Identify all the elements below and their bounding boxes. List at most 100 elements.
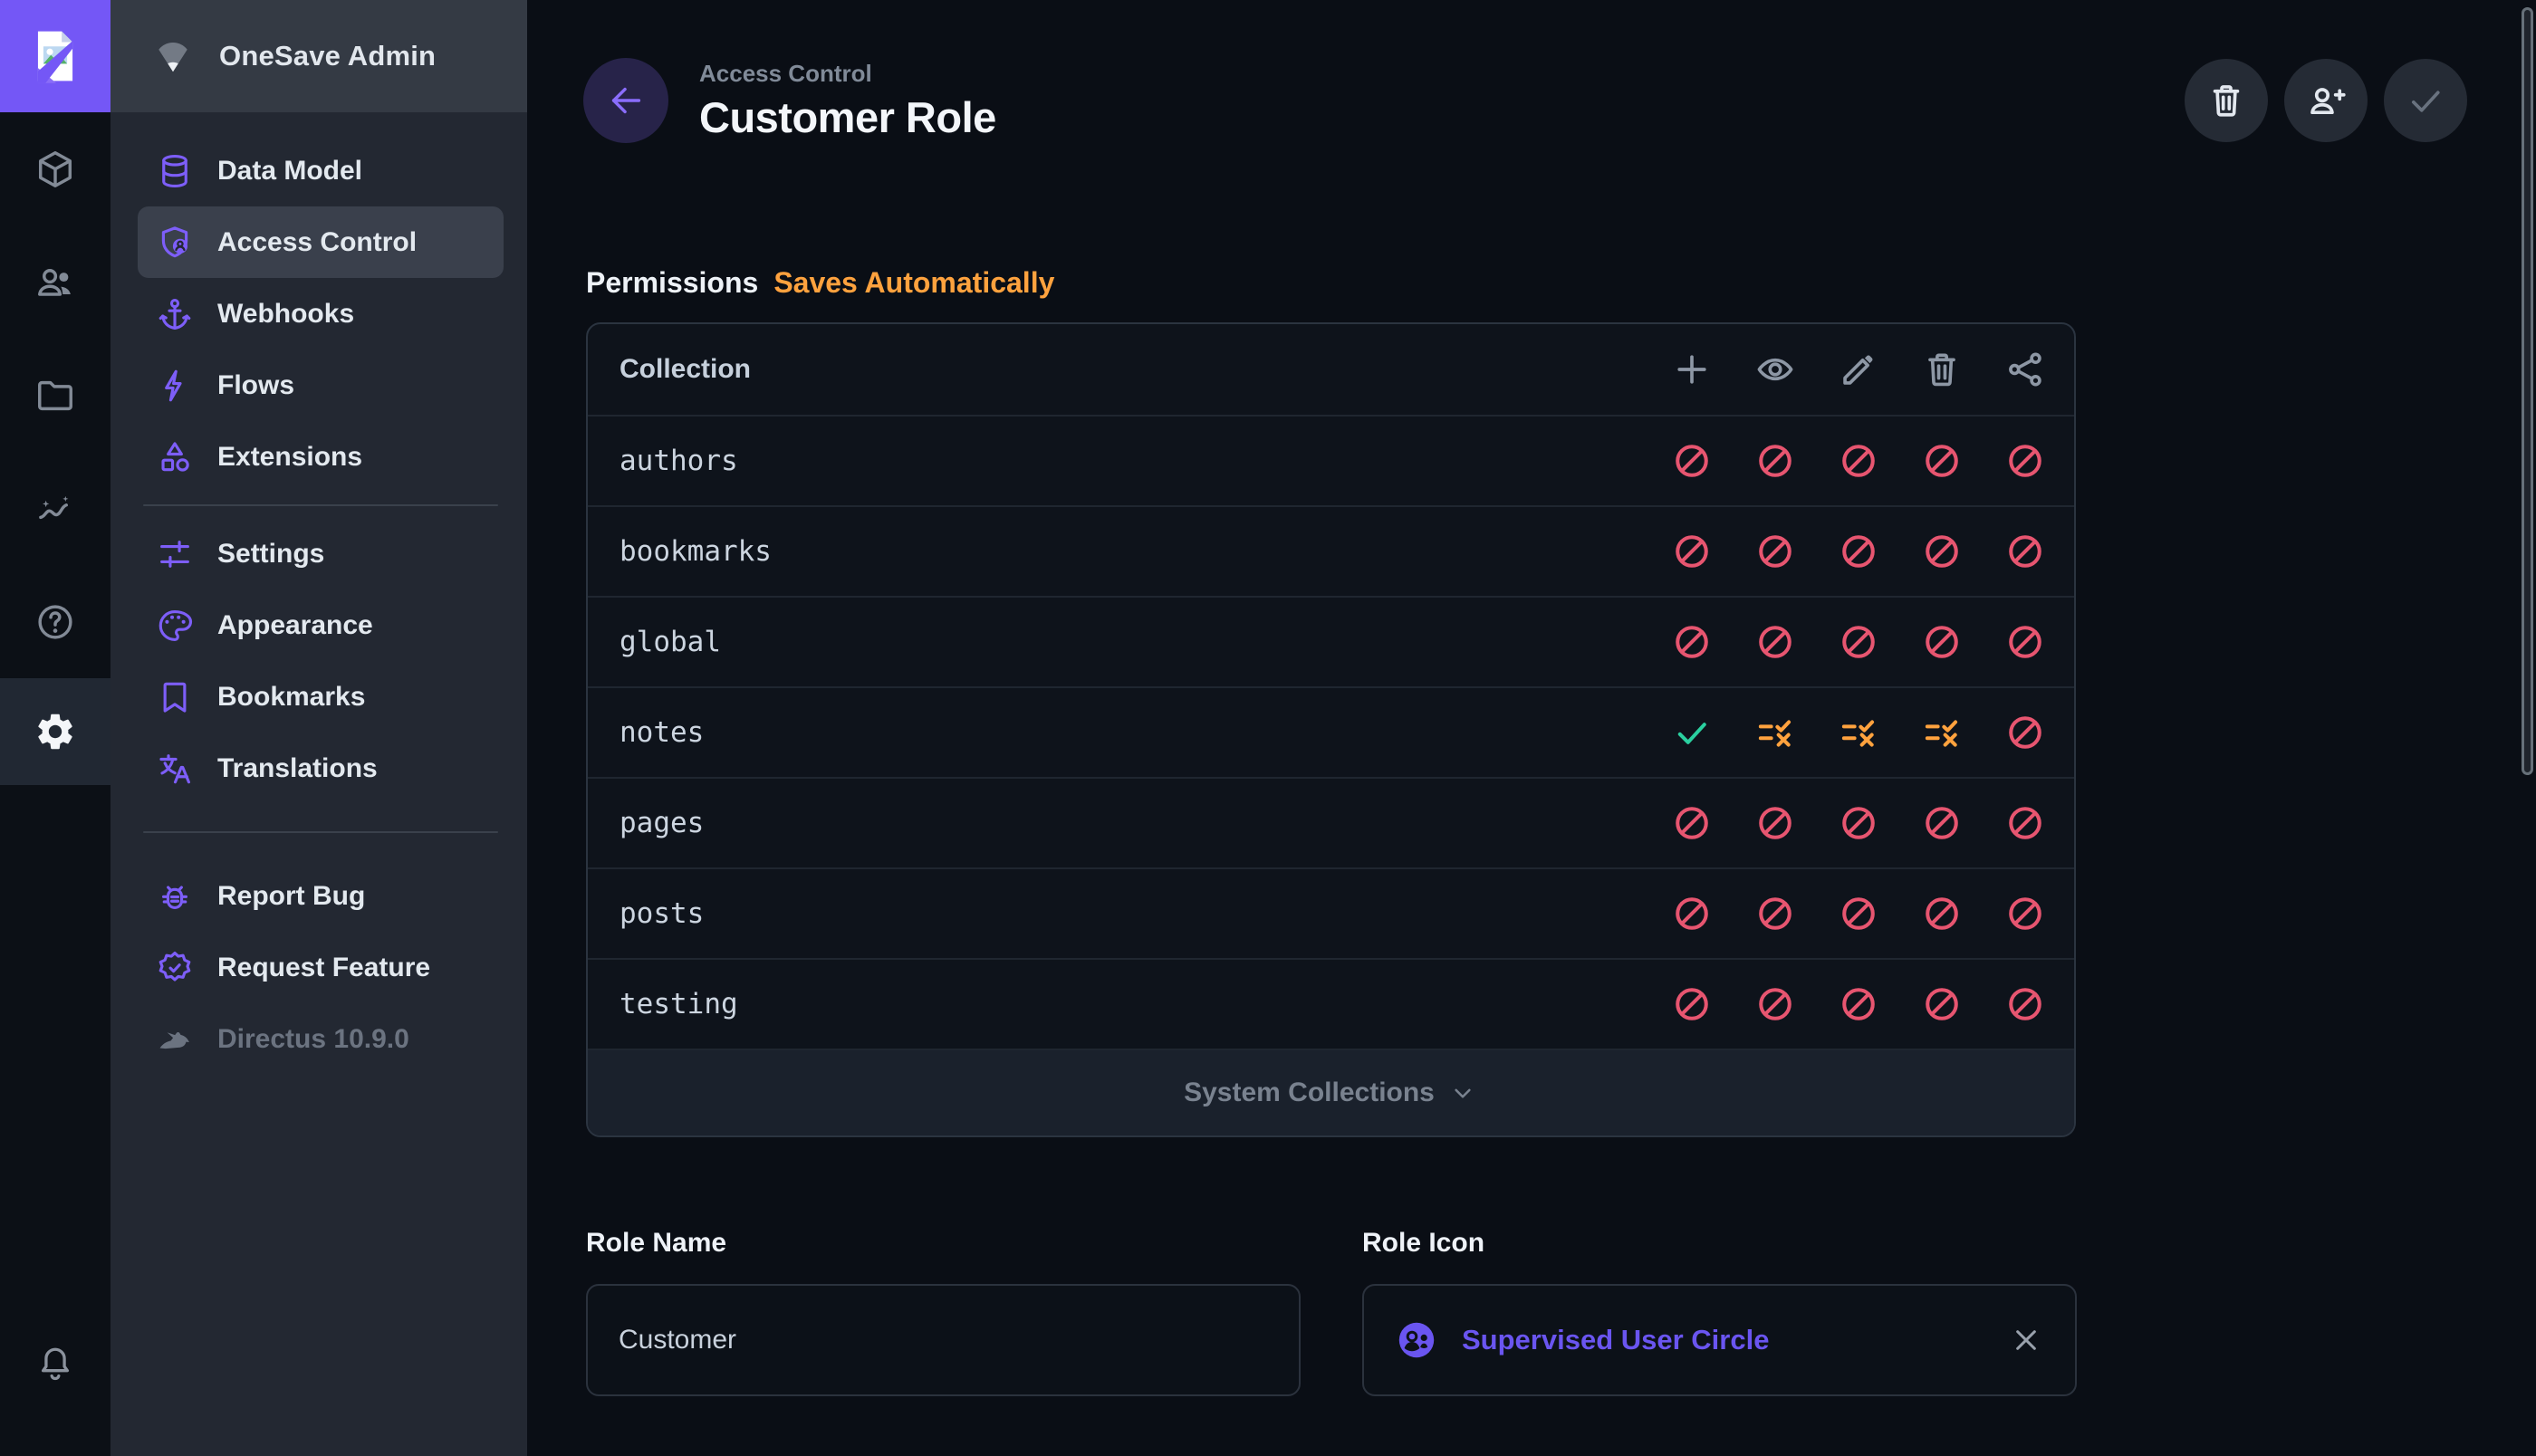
sidebar-item-appearance[interactable]: Appearance [138,589,504,661]
column-create-icon [1650,324,1734,415]
save-button[interactable] [2384,59,2467,142]
users-icon [34,262,76,303]
permission-update-none[interactable] [1817,597,1900,687]
system-collections-toggle[interactable]: System Collections [588,1049,2074,1135]
system-collections-label: System Collections [1184,1078,1435,1107]
notifications-button[interactable] [0,1318,110,1409]
sidebar-item-report-bug[interactable]: Report Bug [138,860,504,932]
permission-update-none[interactable] [1817,506,1900,597]
permission-delete-none[interactable] [1900,506,1984,597]
permission-read-none[interactable] [1734,868,1817,959]
gear-icon [34,710,77,753]
permission-create-none[interactable] [1650,778,1734,868]
permission-delete-custom[interactable] [1900,687,1984,778]
delete-role-button[interactable] [2185,59,2268,142]
project-header[interactable]: OneSave Admin [110,0,527,112]
clear-icon-button[interactable] [2008,1322,2044,1358]
module-settings-active[interactable] [0,678,110,785]
sidebar-item-label: Translations [217,752,378,783]
nav-divider [143,831,498,833]
box-icon [34,148,76,190]
table-row: pages [588,777,2074,867]
permission-delete-none[interactable] [1900,959,1984,1049]
permission-create-none[interactable] [1650,868,1734,959]
permission-read-none[interactable] [1734,416,1817,506]
table-row: bookmarks [588,505,2074,596]
module-docs-button[interactable] [0,565,110,678]
permission-share-none[interactable] [1984,506,2067,597]
collection-name: bookmarks [620,535,772,568]
role-name-label: Role Name [586,1228,727,1258]
permission-create-none[interactable] [1650,597,1734,687]
sidebar-item-bookmarks[interactable]: Bookmarks [138,661,504,733]
palette-icon [156,607,194,645]
sidebar-item-label: Bookmarks [217,681,366,712]
permissions-rows: authors bookmarks global notes pages posts tes… [588,415,2074,1049]
folder-icon [34,375,76,417]
role-icon-input[interactable]: Supervised User Circle [1362,1284,2077,1396]
permission-delete-none[interactable] [1900,778,1984,868]
module-list [0,112,110,678]
sidebar-item-data-model[interactable]: Data Model [138,135,504,206]
permission-update-none[interactable] [1817,959,1900,1049]
shapes-icon [156,438,194,476]
permission-share-none[interactable] [1984,868,2067,959]
tune-icon [156,535,194,573]
permission-share-none[interactable] [1984,416,2067,506]
permission-create-none[interactable] [1650,506,1734,597]
permission-share-none[interactable] [1984,687,2067,778]
permission-read-none[interactable] [1734,959,1817,1049]
sidebar-item-flows[interactable]: Flows [138,350,504,421]
breadcrumb[interactable]: Access Control [699,59,872,87]
permission-read-none[interactable] [1734,506,1817,597]
permission-update-none[interactable] [1817,416,1900,506]
table-row: global [588,596,2074,686]
sidebar-item-access-control[interactable]: Access Control [138,206,504,278]
invite-user-button[interactable] [2284,59,2368,142]
sidebar-item-label: Webhooks [217,298,355,329]
permission-share-none[interactable] [1984,778,2067,868]
translate-icon [156,750,194,788]
permission-read-custom[interactable] [1734,687,1817,778]
permission-update-none[interactable] [1817,868,1900,959]
scrollbar-thumb[interactable] [2522,7,2533,775]
sidebar-item-webhooks[interactable]: Webhooks [138,278,504,350]
permission-delete-none[interactable] [1900,868,1984,959]
main-content: Access Control Customer Role Permissions… [527,0,2536,1456]
back-button[interactable] [583,58,668,143]
sidebar-item-translations[interactable]: Translations [138,733,504,804]
sidebar-item-label: Directus 10.9.0 [217,1023,409,1054]
role-icon-label: Role Icon [1362,1228,1485,1258]
permission-cells [1650,506,2074,597]
permission-update-custom[interactable] [1817,687,1900,778]
project-logo[interactable] [0,0,110,112]
permission-share-none[interactable] [1984,959,2067,1049]
permission-create-none[interactable] [1650,416,1734,506]
permission-delete-none[interactable] [1900,597,1984,687]
permission-cells [1650,597,2074,687]
role-name-input[interactable]: Customer [586,1284,1301,1396]
permission-delete-none[interactable] [1900,416,1984,506]
module-content-button[interactable] [0,112,110,225]
permission-update-none[interactable] [1817,778,1900,868]
broken-image-icon [30,28,81,84]
module-insights-button[interactable] [0,452,110,565]
permission-create-none[interactable] [1650,959,1734,1049]
settings-sidebar: OneSave Admin Data Model Access Control We… [110,0,527,1456]
table-row: authors [588,415,2074,505]
sidebar-item-settings[interactable]: Settings [138,518,504,589]
permission-share-none[interactable] [1984,597,2067,687]
sidebar-item-directus-10-9-0[interactable]: Directus 10.9.0 [138,1003,504,1075]
bug-icon [156,877,194,915]
permission-create-full[interactable] [1650,687,1734,778]
action-column-icons [1650,324,2074,415]
sidebar-item-extensions[interactable]: Extensions [138,421,504,493]
sidebar-item-label: Request Feature [217,952,431,982]
module-files-button[interactable] [0,339,110,452]
insights-icon [34,488,76,530]
module-users-button[interactable] [0,225,110,339]
permission-read-none[interactable] [1734,778,1817,868]
permissions-table-header: Collection [588,324,2074,415]
permission-read-none[interactable] [1734,597,1817,687]
sidebar-item-request-feature[interactable]: Request Feature [138,932,504,1003]
